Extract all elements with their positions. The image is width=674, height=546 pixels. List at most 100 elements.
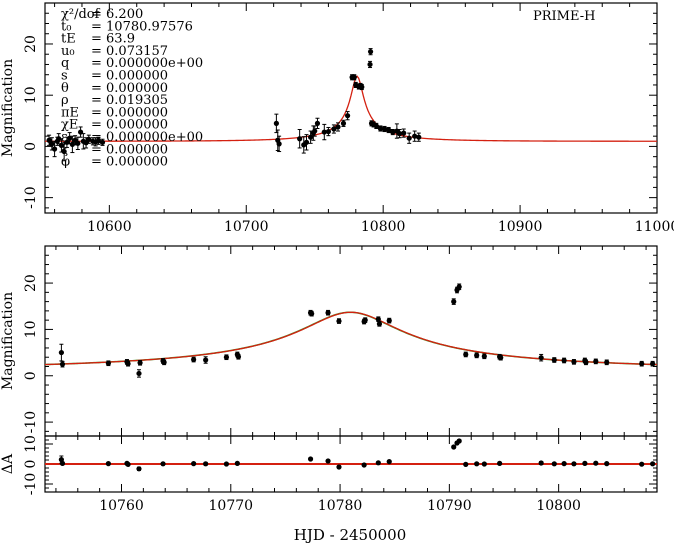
data-point	[86, 136, 92, 142]
param-name: χE	[61, 118, 78, 133]
data-point	[361, 462, 367, 468]
data-point	[561, 357, 567, 364]
param-value: = 0.000000	[91, 81, 168, 96]
data-point	[377, 125, 384, 132]
x-tick-label: 10760	[99, 498, 144, 514]
data-point	[61, 148, 67, 155]
x-tick-label: 11000	[635, 219, 674, 235]
data-point	[336, 464, 342, 470]
data-point	[99, 139, 106, 145]
data-point	[223, 354, 230, 360]
data-point	[456, 284, 462, 290]
data-point	[303, 139, 310, 145]
param-value: = 0.000000	[91, 142, 168, 157]
param-value: = 0.073157	[91, 44, 168, 59]
param-name: s	[61, 69, 68, 84]
data-point	[362, 317, 368, 323]
data-point	[331, 126, 337, 132]
data-point	[191, 356, 197, 363]
data-point	[538, 355, 544, 361]
data-point	[463, 351, 469, 358]
data-point	[69, 141, 75, 147]
data-point	[376, 321, 383, 327]
data-point	[309, 311, 315, 317]
data-point	[234, 460, 240, 466]
data-point	[49, 141, 55, 147]
data-point	[235, 354, 242, 360]
data-point	[223, 461, 230, 467]
y-tick-label: -10	[23, 411, 39, 434]
param-name: ρ	[61, 93, 69, 108]
plot-area	[45, 48, 657, 162]
data-point	[381, 126, 388, 132]
param-name: t₀	[61, 19, 71, 34]
param-name: φ	[61, 155, 70, 170]
data-point	[203, 357, 209, 363]
param-value: = 0.019305	[91, 93, 168, 108]
y-tick-label: 10	[23, 321, 39, 339]
data-point	[406, 135, 412, 141]
param-name: ε	[61, 130, 68, 145]
y-tick-label: -10	[23, 473, 39, 496]
plot-frame	[44, 245, 658, 437]
data-point	[307, 456, 314, 462]
data-point	[344, 113, 351, 119]
data-point	[474, 352, 480, 358]
data-point	[335, 124, 341, 130]
y-tick-label: 0	[23, 460, 39, 469]
data-point	[161, 359, 167, 365]
data-point	[125, 361, 131, 367]
data-point	[340, 120, 347, 126]
x-tick-label: 10700	[224, 219, 269, 235]
param-value: = 0.000000e+00	[91, 130, 203, 145]
data-point	[451, 299, 457, 305]
model-green	[45, 311, 657, 366]
residuals-panel: 10760 10770 10780 10790 10800 -10 0 10 ΔA	[0, 435, 658, 514]
x-tick-label: 10600	[87, 219, 132, 235]
data-point	[137, 360, 143, 366]
data-point	[397, 131, 403, 137]
data-point	[67, 135, 73, 141]
data-point	[375, 316, 381, 322]
y-tick-label: 10	[23, 86, 39, 104]
data-point	[308, 134, 314, 140]
data-point	[95, 138, 101, 144]
param-value: = 6.200	[91, 7, 143, 22]
x-tick-label: 10800	[536, 498, 581, 514]
plot-area	[45, 438, 657, 472]
data-point	[359, 84, 365, 90]
data-point	[639, 461, 645, 467]
y-tick-label: -10	[23, 186, 39, 209]
model-red	[45, 311, 657, 366]
data-point	[314, 120, 321, 126]
data-point	[481, 353, 487, 359]
x-tick-label: 10770	[209, 498, 254, 514]
data-point	[351, 74, 357, 80]
data-point	[571, 461, 577, 467]
y-tick-label: 0	[23, 142, 39, 151]
data-point	[325, 128, 332, 135]
data-point	[325, 458, 331, 464]
data-point	[386, 318, 392, 324]
data-point	[386, 127, 392, 133]
y-axis-label: ΔA	[0, 453, 16, 474]
data-point	[373, 123, 379, 129]
data-point	[125, 461, 131, 467]
data-point	[463, 461, 469, 467]
data-point	[51, 146, 58, 152]
y-axis-label: Magnification	[0, 59, 16, 157]
zoom-panel: -10 0 10 20 Magnification	[0, 245, 658, 437]
data-point	[650, 361, 656, 367]
data-point	[325, 310, 331, 316]
data-point	[412, 133, 418, 139]
param-value: = 0.000000	[91, 118, 168, 133]
param-name: tE	[61, 32, 76, 47]
y-tick-label: 20	[23, 35, 39, 53]
model-curve	[45, 75, 657, 142]
x-axis-label: HJD - 2450000	[294, 526, 407, 544]
data-point	[273, 120, 279, 126]
data-point	[593, 460, 599, 466]
y-tick-label: 10	[23, 435, 39, 453]
observatory-label: PRIME-H	[533, 9, 595, 24]
